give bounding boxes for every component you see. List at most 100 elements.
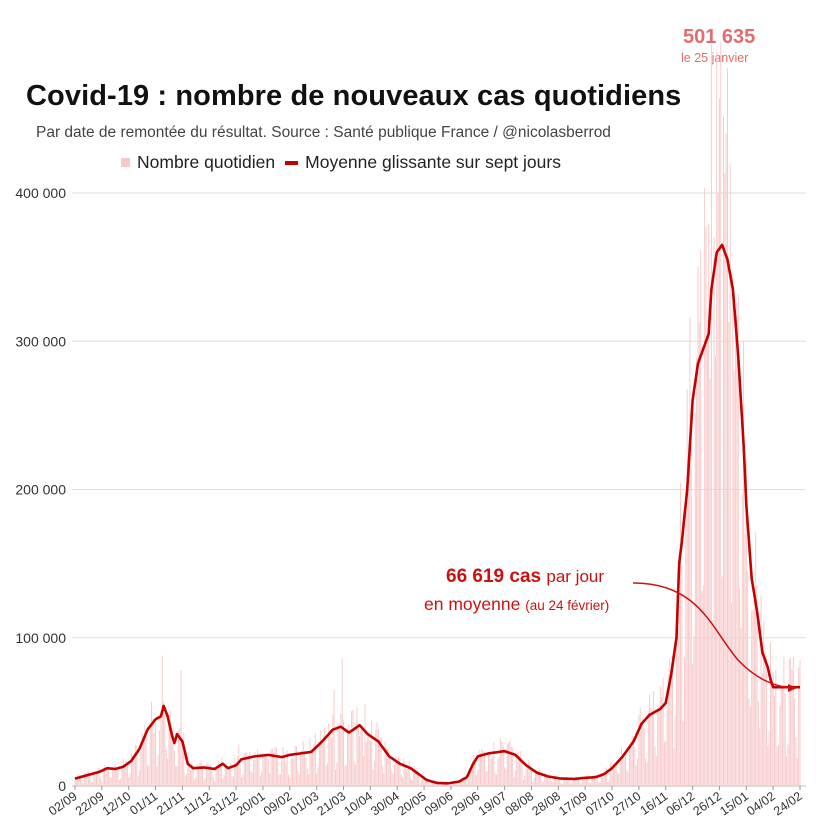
- daily-bar: [344, 766, 346, 786]
- daily-bar: [345, 764, 347, 786]
- daily-bar: [547, 778, 549, 786]
- daily-bar: [118, 779, 120, 786]
- daily-bar: [575, 776, 577, 786]
- daily-bar: [702, 585, 704, 786]
- daily-bar: [394, 764, 396, 786]
- daily-bar: [185, 774, 187, 786]
- daily-bar: [794, 698, 796, 786]
- daily-bar: [555, 778, 557, 786]
- daily-bar: [283, 756, 285, 786]
- daily-bar: [662, 677, 664, 786]
- daily-bar: [155, 722, 157, 786]
- x-tick-label: 21/11: [154, 789, 187, 818]
- x-tick-label: 20/05: [395, 789, 429, 818]
- x-tick-label: 11/12: [181, 789, 214, 818]
- x-tick-label: 21/03: [315, 789, 349, 818]
- daily-bar: [740, 627, 742, 786]
- daily-bar: [461, 778, 463, 786]
- daily-bar: [137, 776, 139, 786]
- daily-bar: [582, 779, 583, 786]
- daily-bar: [701, 590, 703, 786]
- daily-bar: [504, 767, 506, 786]
- daily-bar: [203, 780, 205, 786]
- daily-bar: [655, 756, 657, 786]
- daily-bar: [619, 758, 621, 786]
- daily-bar: [74, 777, 76, 786]
- daily-bar: [616, 773, 618, 786]
- daily-bar: [473, 754, 475, 786]
- daily-bar: [479, 752, 481, 786]
- daily-bar: [694, 412, 696, 786]
- daily-bar: [493, 742, 495, 786]
- y-tick-label: 300 000: [15, 333, 66, 349]
- daily-bar: [478, 749, 480, 786]
- daily-bar: [191, 763, 193, 786]
- daily-bar: [89, 774, 91, 786]
- daily-bar: [592, 777, 594, 786]
- daily-bar: [696, 357, 698, 786]
- daily-bar: [608, 779, 610, 786]
- daily-bar: [202, 765, 204, 786]
- daily-bar: [391, 771, 393, 786]
- daily-bar: [630, 741, 632, 786]
- daily-bar: [169, 710, 171, 786]
- daily-bar: [653, 691, 655, 786]
- daily-bar: [657, 707, 659, 786]
- daily-bar: [317, 766, 319, 786]
- daily-bar: [159, 730, 161, 786]
- daily-bar: [466, 781, 468, 786]
- x-tick-label: 24/02: [771, 789, 805, 818]
- daily-bar: [501, 741, 503, 786]
- daily-bar: [294, 745, 296, 786]
- daily-bar: [496, 774, 498, 786]
- daily-bar: [590, 783, 592, 786]
- daily-bar: [510, 747, 512, 786]
- daily-bar: [474, 759, 476, 786]
- daily-bar: [525, 767, 527, 786]
- daily-bar: [133, 753, 135, 786]
- daily-bar: [661, 696, 663, 786]
- daily-bar: [359, 735, 361, 786]
- annotation-arrow: [632, 582, 797, 692]
- daily-bar: [138, 770, 140, 786]
- daily-bars: [74, 42, 801, 787]
- y-axis: 0 100 000 200 000 300 000 400 000: [15, 185, 66, 794]
- daily-bar: [799, 660, 801, 786]
- daily-bar: [486, 770, 488, 786]
- daily-bar: [232, 776, 234, 786]
- legend-line-label: Moyenne glissante sur sept jours: [305, 152, 561, 172]
- daily-bar: [458, 784, 460, 786]
- daily-bar: [98, 767, 100, 786]
- daily-bar: [500, 738, 502, 786]
- daily-bar: [108, 767, 110, 786]
- daily-bar: [321, 742, 323, 786]
- daily-bar: [596, 776, 598, 786]
- daily-bar: [259, 775, 261, 786]
- daily-bar: [624, 752, 626, 786]
- moving-average-line: [74, 243, 800, 785]
- daily-bar: [265, 756, 267, 786]
- daily-bar: [300, 755, 302, 786]
- daily-bar: [494, 772, 496, 786]
- daily-bar: [297, 771, 299, 786]
- x-tick-label: 16/11: [638, 789, 671, 818]
- daily-bar: [704, 187, 706, 787]
- daily-bar: [355, 764, 357, 786]
- daily-bar: [164, 714, 166, 786]
- daily-bar: [339, 726, 340, 786]
- daily-bar: [791, 669, 793, 786]
- daily-bar: [588, 782, 590, 786]
- daily-bar: [144, 725, 146, 786]
- daily-bar: [128, 777, 130, 786]
- daily-bar: [423, 776, 425, 786]
- daily-bar: [490, 758, 492, 786]
- daily-bar: [251, 772, 253, 786]
- daily-bar: [772, 671, 774, 786]
- daily-bar: [618, 773, 620, 786]
- daily-bar: [183, 732, 185, 786]
- daily-bar: [771, 684, 773, 786]
- daily-bar: [196, 764, 198, 786]
- daily-bar: [522, 779, 524, 786]
- daily-bar: [263, 754, 265, 786]
